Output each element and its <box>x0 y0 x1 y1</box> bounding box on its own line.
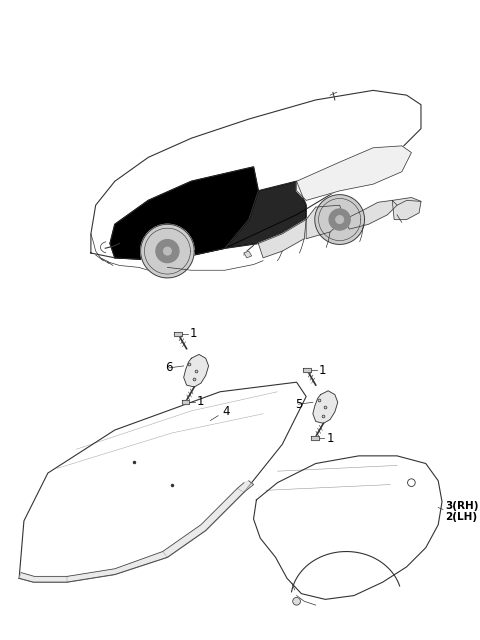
Polygon shape <box>258 220 306 258</box>
Polygon shape <box>303 368 311 372</box>
Circle shape <box>293 598 300 605</box>
Text: 1: 1 <box>190 327 197 340</box>
Polygon shape <box>19 382 306 582</box>
Polygon shape <box>313 391 338 423</box>
Text: 1: 1 <box>197 396 204 408</box>
Polygon shape <box>345 200 397 229</box>
Polygon shape <box>306 205 345 239</box>
Polygon shape <box>182 400 190 404</box>
Polygon shape <box>244 251 252 258</box>
Circle shape <box>336 216 344 223</box>
Text: 2(LH): 2(LH) <box>445 512 477 522</box>
Circle shape <box>141 225 194 278</box>
Polygon shape <box>297 146 411 200</box>
Text: 3(RH): 3(RH) <box>445 500 479 511</box>
Polygon shape <box>311 436 319 440</box>
Circle shape <box>329 209 350 230</box>
Polygon shape <box>253 456 442 600</box>
Polygon shape <box>392 198 421 220</box>
Polygon shape <box>91 90 421 260</box>
Text: 4: 4 <box>222 405 229 419</box>
Text: 1: 1 <box>319 364 326 377</box>
Polygon shape <box>19 481 253 582</box>
Text: 1: 1 <box>326 432 334 445</box>
Circle shape <box>156 239 179 262</box>
Text: 5: 5 <box>295 397 302 411</box>
Polygon shape <box>174 332 182 336</box>
Circle shape <box>315 195 364 244</box>
Polygon shape <box>184 355 209 387</box>
Text: 6: 6 <box>166 362 173 374</box>
Polygon shape <box>225 181 306 248</box>
Circle shape <box>408 479 415 486</box>
Circle shape <box>164 247 171 255</box>
Polygon shape <box>110 167 258 260</box>
